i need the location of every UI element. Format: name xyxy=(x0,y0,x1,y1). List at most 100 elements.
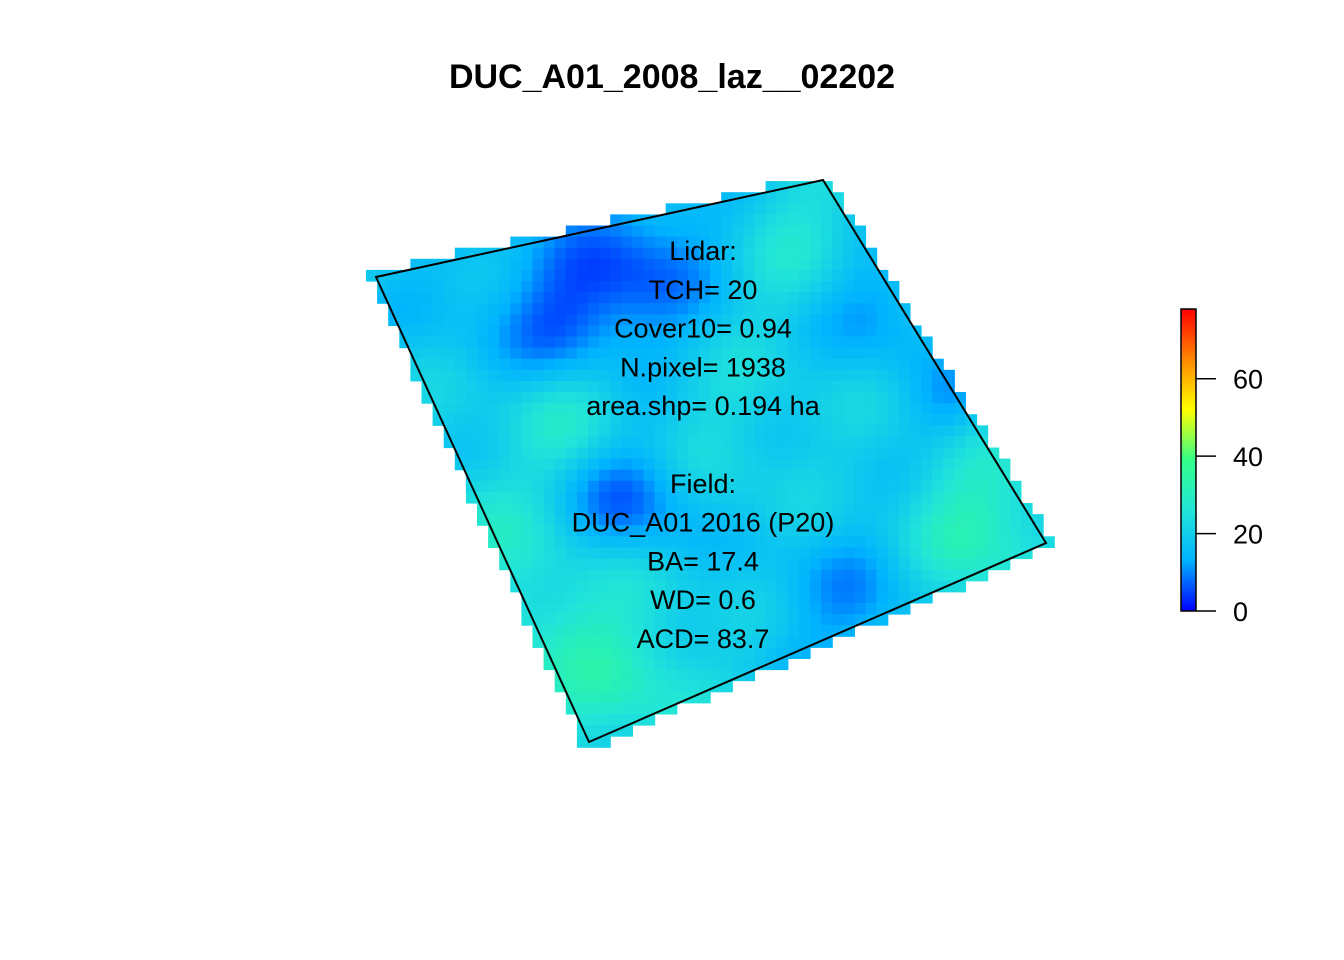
heatmap-cell xyxy=(798,469,811,482)
heatmap-cell xyxy=(821,225,833,238)
heatmap-cell xyxy=(965,447,978,460)
annotation-line: Cover10= 0.94 xyxy=(614,314,792,344)
heatmap-cell xyxy=(843,281,855,293)
heatmap-cell xyxy=(610,713,622,726)
heatmap-cell xyxy=(854,392,867,404)
heatmap-cell xyxy=(843,269,855,282)
heatmap-cell xyxy=(776,536,789,548)
heatmap-cell xyxy=(521,414,534,426)
heatmap-cell xyxy=(876,292,889,304)
heatmap-cell xyxy=(610,347,622,360)
heatmap-cell xyxy=(932,458,944,471)
heatmap-cell xyxy=(477,392,489,404)
heatmap-cell xyxy=(654,314,667,326)
heatmap-cell xyxy=(521,380,534,393)
heatmap-cell xyxy=(732,469,744,482)
heatmap-cell xyxy=(876,558,889,571)
heatmap-cell xyxy=(576,536,589,548)
heatmap-cell xyxy=(443,314,456,326)
heatmap-cell xyxy=(954,414,966,426)
heatmap-cell xyxy=(865,458,878,471)
heatmap-cell xyxy=(632,269,645,282)
heatmap-cell xyxy=(388,281,400,293)
heatmap-cell xyxy=(721,525,733,537)
heatmap-cell xyxy=(865,403,878,415)
heatmap-cell xyxy=(810,602,822,615)
heatmap-cell xyxy=(798,214,811,227)
heatmap-cell xyxy=(576,414,589,426)
heatmap-cell xyxy=(676,214,689,227)
heatmap-cell xyxy=(599,658,611,671)
heatmap-cell xyxy=(610,325,622,338)
heatmap-cell xyxy=(687,458,700,471)
heatmap-cell xyxy=(843,369,855,382)
heatmap-cell xyxy=(887,347,900,360)
heatmap-cell xyxy=(754,314,767,326)
heatmap-cell xyxy=(710,281,722,293)
heatmap-cell xyxy=(898,580,911,593)
heatmap-cell xyxy=(898,436,911,449)
heatmap-cell xyxy=(510,358,522,371)
heatmap-cell xyxy=(865,347,878,360)
heatmap-cell xyxy=(1032,536,1044,548)
heatmap-cell xyxy=(687,580,700,593)
heatmap-cell xyxy=(410,258,423,271)
heatmap-cell xyxy=(454,447,467,460)
heatmap-cell xyxy=(488,436,500,449)
heatmap-cell xyxy=(898,447,911,460)
heatmap-cell xyxy=(710,658,722,671)
heatmap-cell xyxy=(721,358,733,371)
heatmap-cell xyxy=(410,336,423,349)
heatmap-cell xyxy=(776,569,789,582)
heatmap-cell xyxy=(909,503,922,515)
heatmap-cell xyxy=(554,258,567,271)
heatmap-cell xyxy=(898,425,911,437)
heatmap-cell xyxy=(499,314,511,326)
heatmap-cell xyxy=(821,547,833,560)
heatmap-cell xyxy=(665,436,678,449)
heatmap-cell xyxy=(532,558,545,571)
heatmap-cell xyxy=(687,647,700,659)
heatmap-cell xyxy=(521,403,534,415)
heatmap-cell xyxy=(932,480,944,493)
heatmap-cell xyxy=(643,503,656,515)
heatmap-cell xyxy=(499,336,511,349)
heatmap-cell xyxy=(599,436,611,449)
heatmap-cell xyxy=(687,303,700,315)
heatmap-cell xyxy=(932,436,944,449)
heatmap-cell xyxy=(743,536,756,548)
heatmap-cell xyxy=(898,369,911,382)
heatmap-cell xyxy=(810,225,822,238)
heatmap-cell xyxy=(565,258,578,271)
heatmap-cell xyxy=(543,636,556,648)
heatmap-cell xyxy=(632,292,645,304)
heatmap-cell xyxy=(543,347,556,360)
heatmap-cell xyxy=(643,602,656,615)
heatmap-cell xyxy=(710,558,722,571)
heatmap-cell xyxy=(832,380,844,393)
heatmap-cell xyxy=(732,203,744,215)
heatmap-cell xyxy=(521,480,534,493)
heatmap-cell xyxy=(665,380,678,393)
heatmap-cell xyxy=(632,314,645,326)
heatmap-cell xyxy=(665,547,678,560)
heatmap-cell xyxy=(643,536,656,548)
heatmap-cell xyxy=(843,347,855,360)
heatmap-cell xyxy=(643,491,656,504)
heatmap-cell xyxy=(454,325,467,338)
heatmap-cell xyxy=(776,425,789,437)
heatmap-cell xyxy=(843,525,855,537)
heatmap-cell xyxy=(465,303,478,315)
heatmap-cell xyxy=(976,469,989,482)
heatmap-cell xyxy=(610,536,622,548)
heatmap-cell xyxy=(798,425,811,437)
heatmap-cell xyxy=(465,336,478,349)
heatmap-cell xyxy=(632,225,645,238)
heatmap-cell xyxy=(954,469,966,482)
heatmap-cell xyxy=(665,647,678,659)
heatmap-cell xyxy=(654,325,667,338)
heatmap-cell xyxy=(832,547,844,560)
heatmap-cell xyxy=(976,458,989,471)
heatmap-cell xyxy=(421,269,434,282)
heatmap-cell xyxy=(687,392,700,404)
